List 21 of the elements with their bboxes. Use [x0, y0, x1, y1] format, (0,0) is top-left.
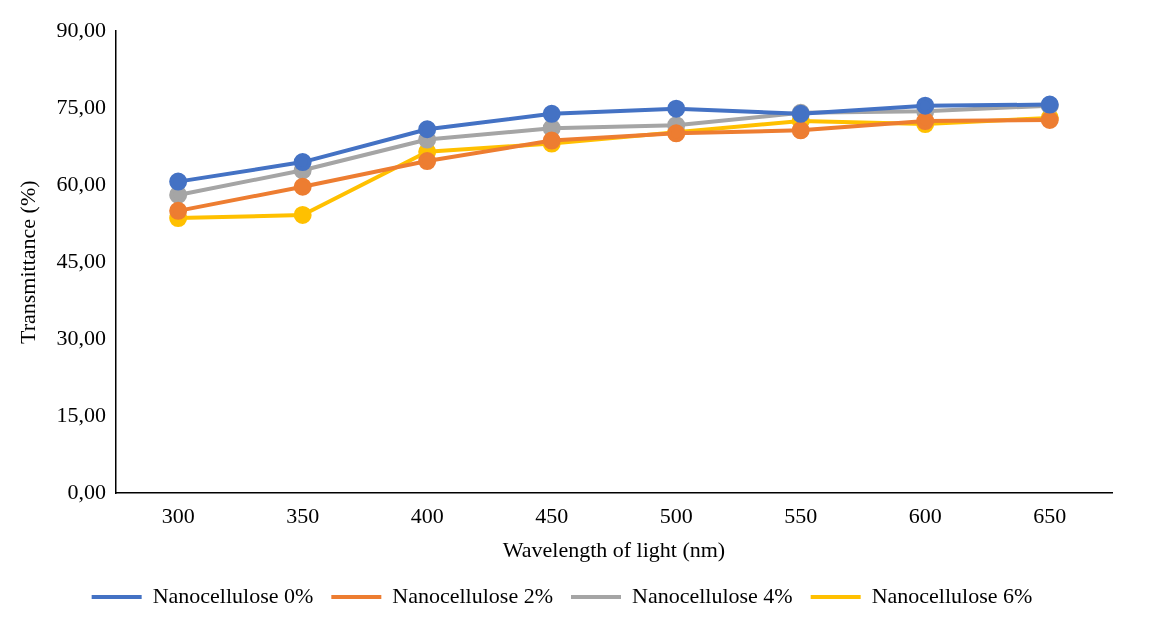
y-tick-label: 45,00	[56, 247, 106, 273]
x-axis-title: Wavelength of light (nm)	[502, 536, 726, 562]
x-tick-label: 450	[535, 503, 569, 529]
x-tick-label: 600	[908, 503, 942, 529]
x-tick-label: 400	[410, 503, 444, 529]
legend-label: Nanocellulose 6%	[871, 582, 1033, 608]
y-tick-label: 30,00	[56, 324, 106, 350]
y-tick-label: 75,00	[56, 93, 106, 119]
x-tick-label: 300	[161, 503, 195, 529]
x-tick-label: 350	[286, 503, 320, 529]
x-tick-label: 650	[1033, 503, 1067, 529]
y-tick-label: 15,00	[56, 401, 106, 427]
legend-label: Nanocellulose 0%	[152, 582, 314, 608]
y-tick-label: 60,00	[56, 170, 106, 196]
y-tick-label: 90,00	[56, 16, 106, 42]
y-tick-label: 0,00	[67, 478, 106, 504]
legend-label: Nanocellulose 2%	[392, 582, 553, 608]
y-axis-title: Transmittance (%)	[14, 180, 40, 344]
x-tick-label: 550	[784, 503, 818, 529]
x-tick-label: 500	[659, 503, 693, 529]
legend-label: Nanocellulose 4%	[632, 582, 793, 608]
